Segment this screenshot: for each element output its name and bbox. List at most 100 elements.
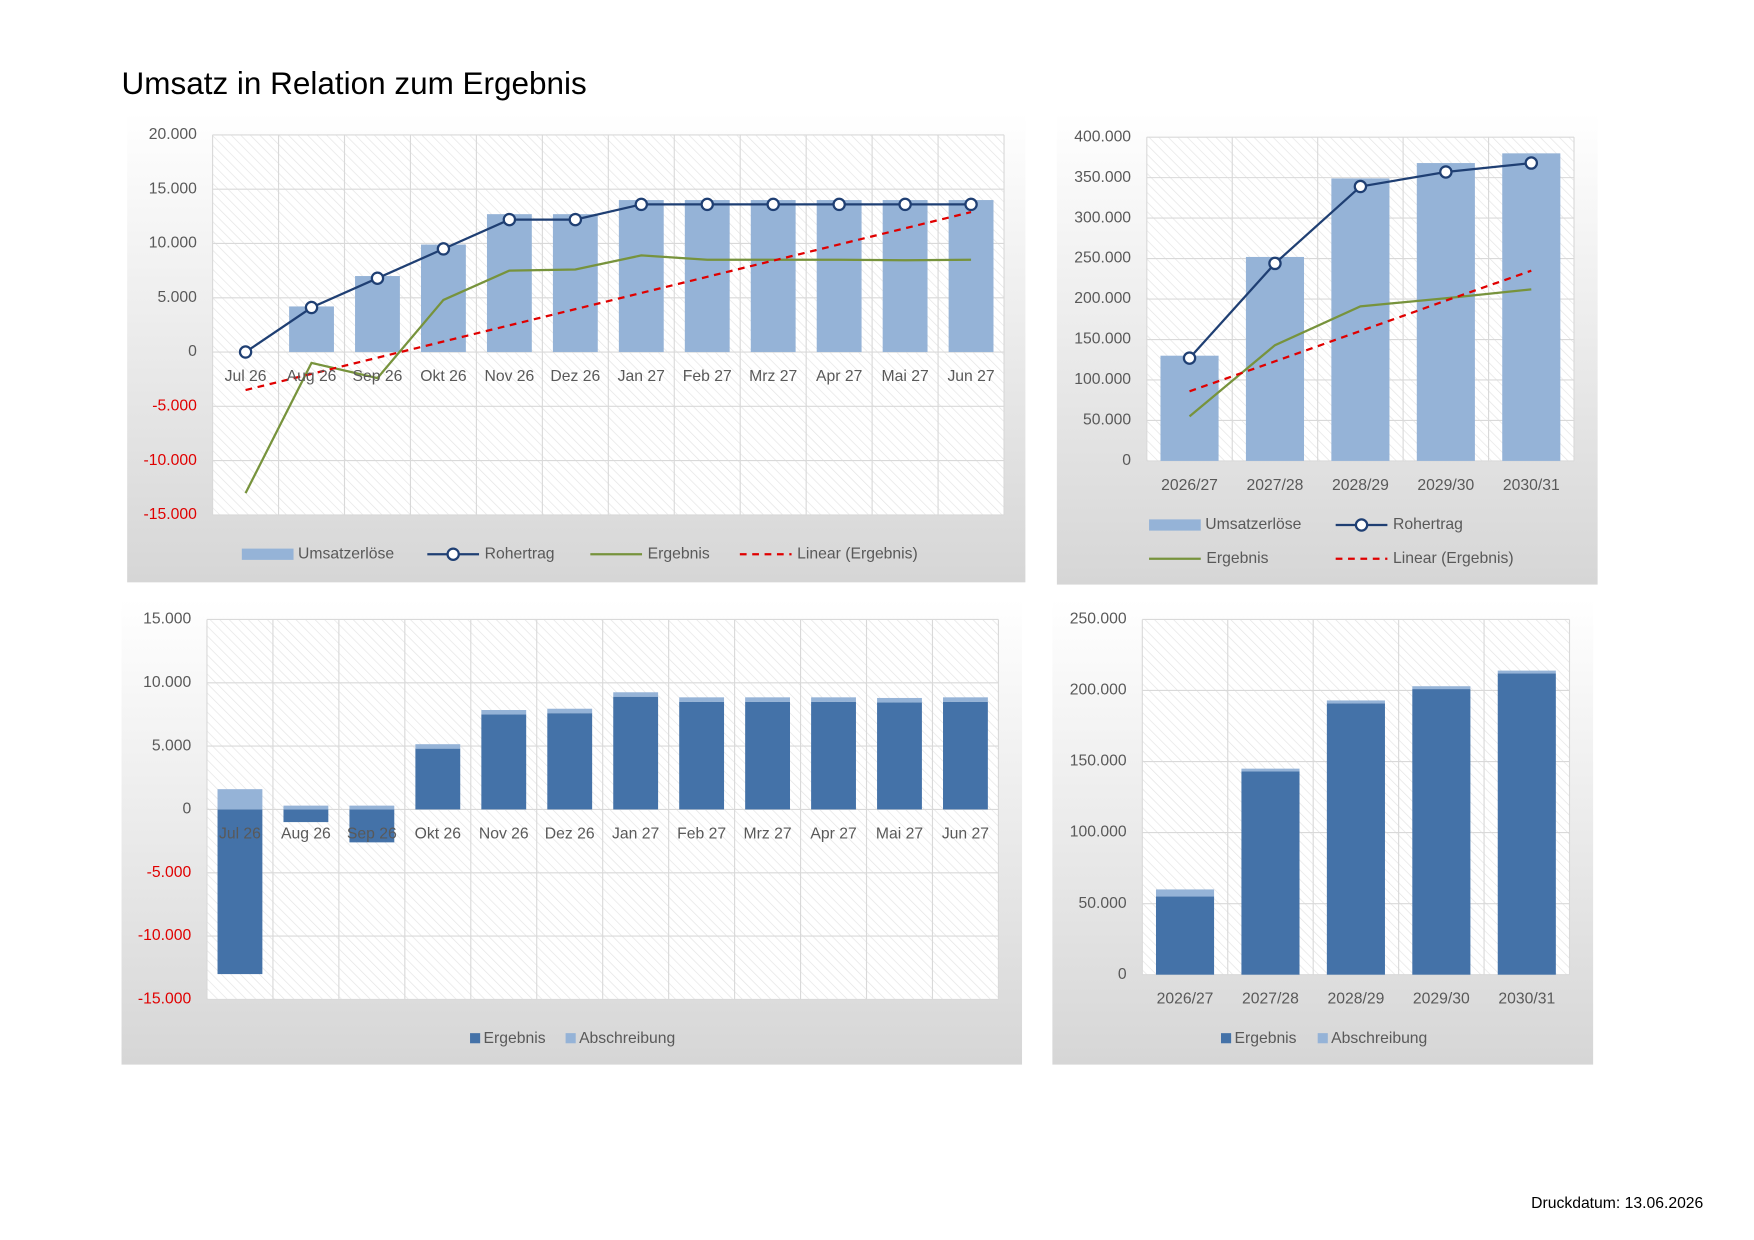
bar — [486, 214, 532, 353]
chart: 0 50.000 100.000 150.000 200.000 250.000 2026/… — [1052, 599, 1594, 1065]
x-tick-label: Apr 27 — [816, 368, 862, 385]
legend-label: Abschreibung — [579, 1030, 675, 1047]
chart: -15.000 -10.000 -5.000 0 5.000 10.000 15.000 Ju… — [121, 599, 1023, 1065]
bar-segment — [1155, 896, 1215, 975]
bar-segment — [811, 697, 856, 702]
x-tick-label: Apr 27 — [810, 825, 856, 842]
bar-segment — [1497, 670, 1556, 674]
legend-marker — [446, 547, 460, 561]
marker — [766, 197, 780, 212]
bar-segment — [1155, 889, 1215, 897]
y-tick-label: 200.000 — [1070, 682, 1127, 699]
y-tick-label: 300.000 — [1074, 209, 1131, 226]
bar-segment — [415, 744, 461, 749]
y-tick-label: 15.000 — [143, 611, 191, 628]
x-tick-label: Jun 27 — [942, 825, 989, 842]
bar-segment — [679, 697, 725, 702]
bar-segment — [1412, 689, 1471, 975]
bar-segment — [547, 708, 593, 714]
line — [244, 203, 972, 353]
bar — [552, 214, 598, 353]
y-tick-label: 250.000 — [1070, 611, 1127, 628]
y-tick-label: -15.000 — [144, 506, 198, 523]
y-tick-label: 100.000 — [1074, 371, 1131, 388]
marker — [700, 197, 714, 212]
bar-segment — [877, 702, 922, 810]
marker — [568, 212, 583, 227]
x-tick-label: Jul 26 — [225, 368, 267, 385]
x-tick-label: Mrz 27 — [744, 825, 792, 842]
legend-swatch — [470, 1033, 481, 1044]
y-tick-label: 150.000 — [1070, 753, 1127, 770]
y-tick-label: 10.000 — [149, 235, 197, 252]
marker — [1268, 256, 1282, 271]
bar — [816, 200, 862, 353]
marker — [832, 197, 846, 212]
x-tick-label: 2027/28 — [1242, 991, 1299, 1008]
x-tick-label: Feb 27 — [683, 368, 732, 385]
bar-segment — [283, 809, 329, 823]
bar-segment — [745, 701, 791, 810]
x-tick-label: Dez 26 — [545, 825, 595, 842]
y-tick-label: 5.000 — [158, 289, 198, 306]
y-tick-label: 200.000 — [1074, 290, 1131, 307]
bar — [421, 244, 466, 353]
bar — [618, 200, 664, 353]
legend-swatch — [241, 548, 294, 560]
bar-segment — [481, 710, 527, 715]
bar-segment — [811, 701, 856, 810]
page-title: Umsatz in Relation zum Ergebnis — [122, 66, 587, 101]
x-tick-label: 2028/29 — [1327, 991, 1384, 1008]
legend-swatch — [1149, 519, 1201, 531]
bar-segment — [1326, 703, 1385, 975]
marker — [964, 197, 978, 212]
x-tick-label: 2027/28 — [1247, 477, 1304, 494]
print-date: Druckdatum: 13.06.2026 — [1531, 1195, 1703, 1212]
bar-segment — [1241, 771, 1300, 975]
y-tick-label: 10.000 — [143, 674, 191, 691]
bar-segment — [943, 701, 988, 810]
y-tick-label: -5.000 — [147, 864, 192, 881]
bar-segment — [1326, 700, 1385, 704]
legend-label: Linear (Ergebnis) — [797, 545, 918, 562]
y-tick-label: 350.000 — [1074, 169, 1131, 186]
x-tick-label: Mai 27 — [882, 368, 929, 385]
x-tick-label: 2030/31 — [1503, 477, 1560, 494]
bar — [1160, 355, 1219, 461]
y-tick-label: 0 — [1118, 966, 1127, 983]
x-tick-label: 2029/30 — [1417, 477, 1474, 494]
legend-swatch — [565, 1033, 576, 1044]
y-tick-label: -10.000 — [144, 452, 198, 469]
x-tick-label: Nov 26 — [479, 825, 529, 842]
bar-segment — [1497, 673, 1556, 975]
bar-segment — [613, 692, 659, 697]
legend-label: Linear (Ergebnis) — [1393, 550, 1514, 567]
bar-segment — [547, 713, 593, 810]
y-tick-label: 20.000 — [149, 126, 197, 143]
legend-marker — [1354, 518, 1369, 532]
trend-line — [245, 211, 972, 392]
bar — [1331, 178, 1390, 461]
bar-segment — [349, 809, 395, 843]
y-tick-label: -10.000 — [138, 927, 192, 944]
chart: -15.000 -10.000 -5.000 0 5.000 10.000 15.000 20… — [127, 112, 1026, 583]
x-tick-label: Jan 27 — [618, 368, 665, 385]
bar — [882, 200, 928, 353]
marker — [634, 197, 649, 212]
marker — [1524, 156, 1539, 170]
bar-segment — [415, 748, 461, 810]
marker — [898, 197, 912, 212]
line — [1188, 288, 1532, 418]
bar — [355, 276, 400, 353]
y-tick-label: 100.000 — [1070, 824, 1127, 841]
x-tick-label: Okt 26 — [420, 368, 467, 385]
x-tick-label: Mrz 27 — [749, 368, 797, 385]
legend-label: Umsatzerlöse — [1205, 516, 1301, 533]
x-tick-label: Nov 26 — [484, 368, 534, 385]
x-tick-label: 2028/29 — [1332, 477, 1389, 494]
bar-segment — [283, 805, 329, 810]
line — [244, 254, 972, 494]
legend-swatch — [1317, 1033, 1328, 1044]
